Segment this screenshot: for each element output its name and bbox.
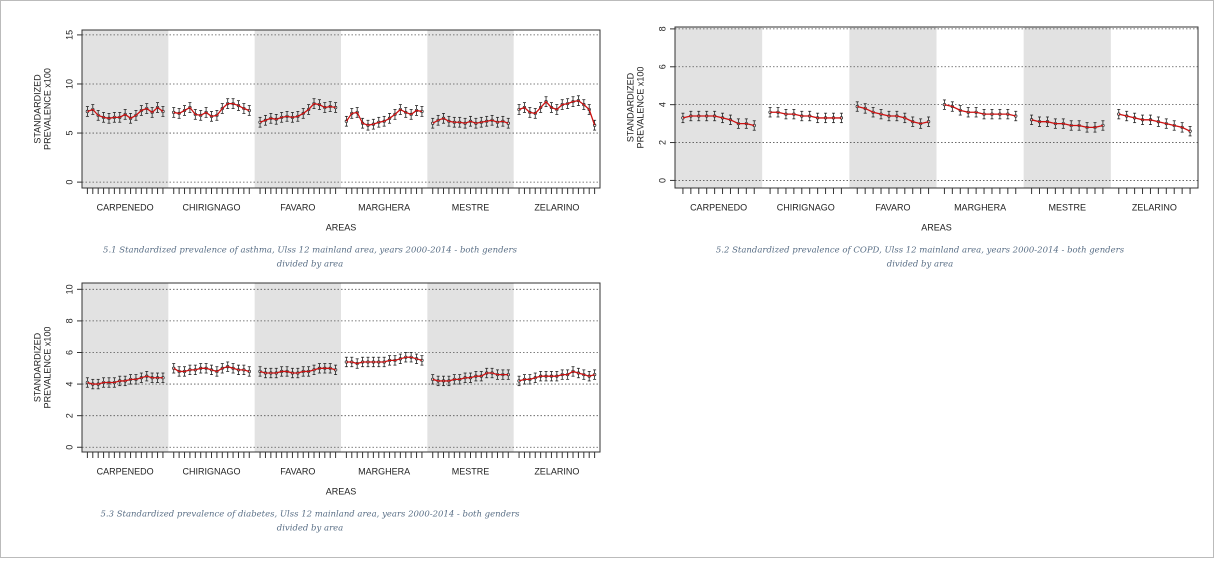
area-label: ZELARINO (534, 202, 579, 212)
y-tick-label: 10 (64, 284, 74, 294)
area-label: MARGHERA (358, 466, 410, 476)
y-axis-label: STANDARDIZED (32, 74, 42, 144)
y-tick-label: 0 (64, 445, 74, 450)
area-label: CARPENEDO (690, 202, 747, 212)
y-tick-label: 0 (657, 178, 667, 183)
y-axis-label: PREVALENCE x100 (635, 67, 645, 149)
y-axis-label: STANDARDIZED (32, 332, 42, 402)
area-label: MESTRE (1048, 202, 1086, 212)
trend-line (1031, 119, 1104, 129)
area-label: FAVARO (280, 202, 315, 212)
x-axis-label: AREAS (326, 222, 357, 232)
plot-frame (81, 282, 601, 453)
area-label: CARPENEDO (97, 202, 154, 212)
area-label: MESTRE (452, 466, 490, 476)
trend-line (346, 356, 423, 365)
trend-line (944, 104, 1016, 117)
y-tick-label: 6 (64, 350, 74, 355)
area-band (1023, 27, 1111, 188)
caption: divided by area (277, 260, 343, 270)
area-label: CHIRIGNAGO (777, 202, 835, 212)
trend-line (432, 117, 509, 124)
area-label: FAVARO (280, 466, 315, 476)
y-tick-label: 10 (64, 79, 74, 89)
y-axis-label: STANDARDIZED (625, 72, 635, 142)
area-band (427, 283, 514, 452)
area-label: MARGHERA (358, 202, 410, 212)
trend-line (1118, 113, 1191, 132)
area-band (82, 30, 169, 188)
plot-frame (674, 26, 1199, 189)
area-label: FAVARO (875, 202, 910, 212)
caption: 5.3 Standardized prevalence of diabetes,… (101, 510, 521, 520)
y-tick-label: 8 (64, 318, 74, 323)
area-label: MARGHERA (954, 202, 1006, 212)
trend-line (518, 370, 595, 382)
trend-line (259, 367, 336, 374)
y-tick-label: 4 (64, 382, 74, 387)
trend-line (518, 99, 596, 126)
trend-line (770, 111, 842, 119)
area-label: CARPENEDO (97, 466, 154, 476)
y-tick-label: 2 (64, 413, 74, 418)
y-tick-label: 5 (64, 131, 74, 136)
y-tick-label: 6 (657, 64, 667, 69)
y-tick-label: 0 (64, 180, 74, 185)
trend-line (857, 105, 929, 125)
trend-line (259, 102, 336, 123)
area-band (82, 283, 169, 452)
trend-line (173, 102, 250, 118)
x-axis-label: AREAS (921, 222, 952, 232)
y-axis-label: PREVALENCE x100 (42, 68, 52, 150)
trend-line (345, 108, 423, 126)
x-axis-label: AREAS (326, 486, 357, 496)
area-label: MESTRE (452, 202, 490, 212)
y-axis-label: PREVALENCE x100 (42, 327, 52, 409)
y-tick-label: 15 (64, 30, 74, 40)
area-band (254, 30, 341, 188)
y-tick-label: 2 (657, 140, 667, 145)
area-band (254, 283, 341, 452)
area-label: CHIRIGNAGO (182, 202, 240, 212)
plot-frame (81, 29, 601, 189)
caption: 5.2 Standardized prevalence of COPD, Uls… (716, 246, 1125, 256)
caption: 5.1 Standardized prevalence of asthma, U… (103, 246, 518, 256)
y-tick-label: 4 (657, 102, 667, 107)
trend-line (682, 115, 755, 127)
area-label: ZELARINO (534, 466, 579, 476)
trend-line (87, 375, 163, 385)
caption: divided by area (887, 260, 953, 270)
trend-line (432, 372, 509, 382)
area-label: ZELARINO (1132, 202, 1177, 212)
trend-line (87, 106, 164, 120)
caption: divided by area (277, 524, 343, 534)
area-band (427, 30, 514, 188)
area-band (675, 27, 763, 188)
y-tick-label: 8 (657, 26, 667, 31)
area-label: CHIRIGNAGO (182, 466, 240, 476)
trend-line (173, 366, 250, 373)
